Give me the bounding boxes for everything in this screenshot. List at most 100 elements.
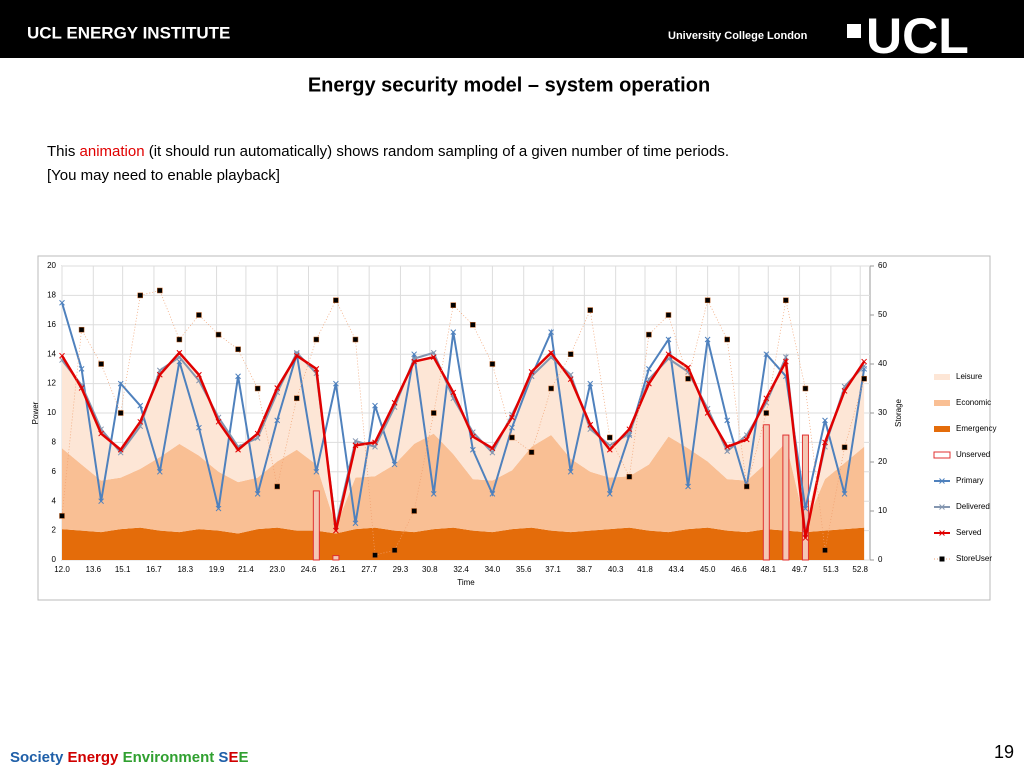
marker [626,432,633,438]
marker [724,443,731,450]
marker [313,366,320,372]
x-tick-label: 40.3 [608,565,624,574]
point [704,297,711,304]
point [763,410,770,416]
footer-environment: Environment [123,749,215,766]
point [783,297,789,304]
y-tick-label: 12 [47,379,56,388]
point [646,331,652,338]
area [62,433,865,534]
y-tick-label: 16 [47,320,56,329]
y-tick-label: 2 [52,526,57,535]
marker [626,426,633,433]
point [333,297,339,304]
x-tick-label: 35.6 [516,565,532,574]
legend-label: Served [956,528,981,537]
line [60,350,866,539]
legend-label: Emergency [956,424,996,433]
marker [411,358,418,365]
marker [333,380,339,387]
legend-label: Leisure [956,372,983,381]
marker [117,380,124,387]
marker [822,417,828,424]
marker [450,389,457,396]
point [391,547,398,553]
x-tick-label: 52.8 [852,565,868,574]
point [274,483,280,490]
point [470,322,476,328]
point [411,508,417,514]
point [548,385,554,392]
point [137,292,144,299]
marker [59,299,65,306]
point [509,434,515,441]
marker [430,354,437,360]
x-tick-label: 41.8 [637,565,653,574]
y2-tick-label: 30 [878,408,887,417]
legend-label: Economic [956,398,991,407]
marker [704,410,711,416]
marker [333,527,339,534]
intro-text: This animation (it should run automatica… [47,143,729,160]
x-tick-label: 23.0 [269,565,285,574]
marker [98,430,104,437]
marker [861,358,867,365]
page-number: 19 [994,742,1014,762]
marker [98,498,104,505]
y2-tick-label: 60 [878,261,887,270]
point [528,449,535,455]
marker [176,349,183,356]
y-tick-label: 8 [52,438,57,447]
point [254,385,261,392]
line [61,302,866,524]
marker [59,352,65,359]
point [117,410,124,416]
marker [313,468,320,475]
point [841,444,848,451]
legend-label: StoreUser [956,554,992,563]
marker [469,433,476,440]
point [861,375,867,382]
x-axis-title: Time [457,578,475,587]
intro-link[interactable]: animation [80,143,145,160]
marker [78,385,85,391]
point [372,552,378,558]
marker [646,366,652,372]
y2-tick-label: 10 [878,506,887,515]
x-tick-label: 12.0 [54,565,70,574]
institute: UCL ENERGY INSTITUTE [27,23,230,42]
marker [156,468,163,475]
marker [235,446,241,453]
footer-energy: Energy [68,749,120,766]
x-tick-label: 46.6 [731,565,747,574]
intro-after: (it should run automatically) shows rand… [149,143,729,160]
point [626,473,633,480]
point [450,302,457,308]
marker [352,520,359,527]
y2-tick-label: 20 [878,457,887,466]
marker [509,414,515,421]
marker [196,424,202,431]
marker [215,418,222,425]
logo: UCL [866,8,969,64]
legend-marker [939,530,945,536]
marker [783,354,789,360]
marker [724,448,731,455]
x-tick-label: 18.3 [177,565,193,574]
point [352,336,359,343]
marker [469,446,476,453]
marker [254,490,261,497]
legend-marker [939,478,945,484]
marker [548,329,554,336]
marker [117,446,124,453]
marker [411,351,418,358]
marker [372,439,378,446]
marker [489,490,496,497]
x-tick-label: 48.1 [760,565,776,574]
marker [489,449,496,456]
x-tick-label: 15.1 [115,565,131,574]
y-tick-label: 14 [47,349,56,358]
legend-label: Unserved [956,450,990,459]
x-tick-label: 32.4 [453,565,469,574]
point [822,547,828,553]
